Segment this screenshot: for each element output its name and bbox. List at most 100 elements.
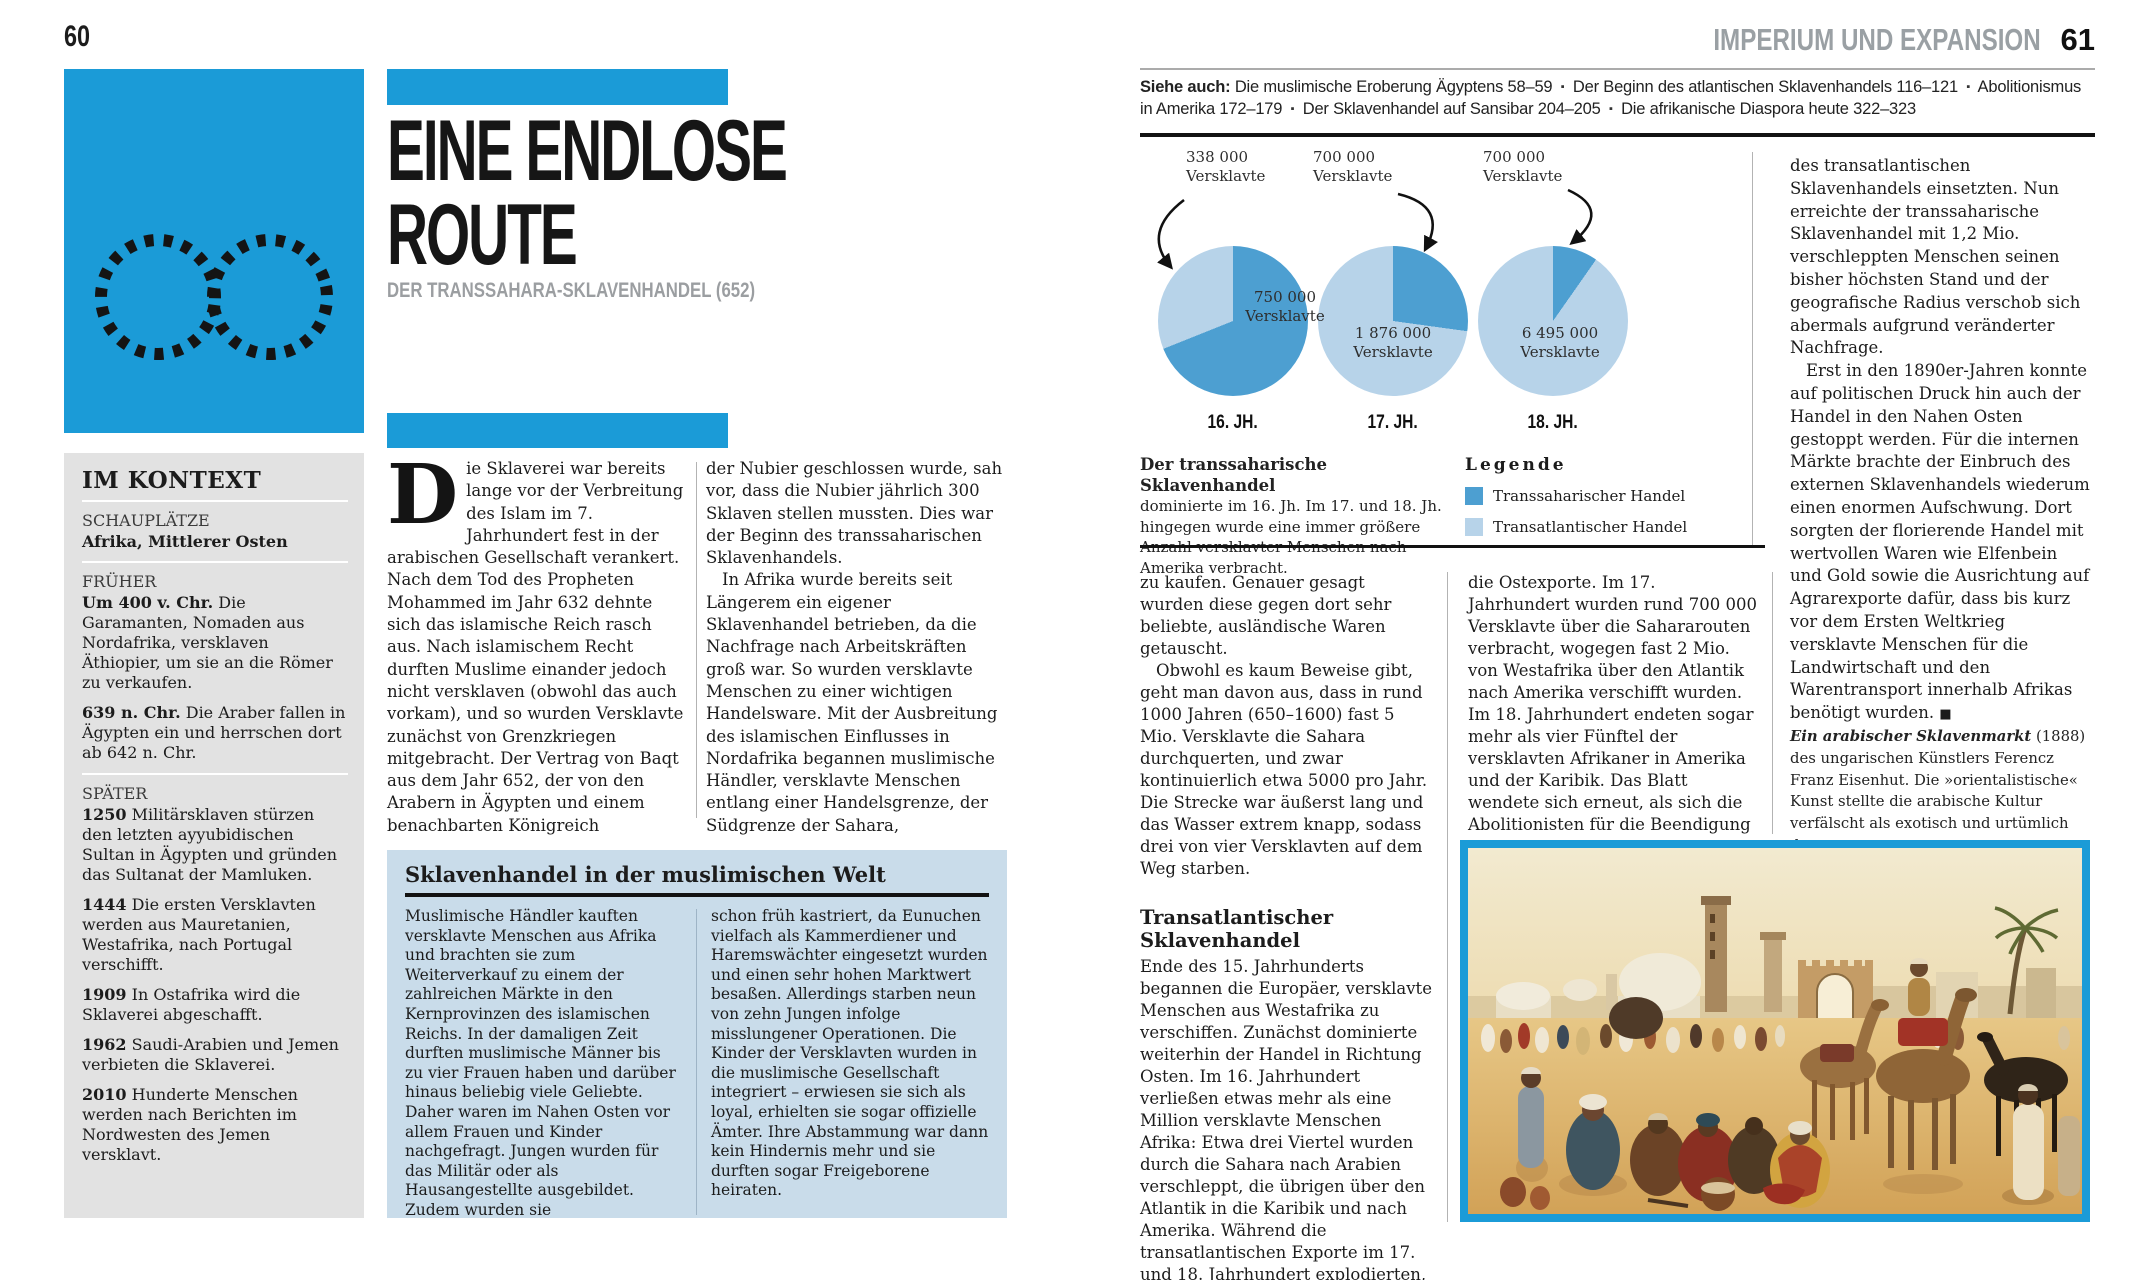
chart-legend: Legende Transsaharischer Handel Transatl… bbox=[1465, 455, 1715, 549]
context-sidebar: IM KONTEXT SCHAUPLÄTZE Afrika, Mittlerer… bbox=[64, 453, 364, 1218]
body-text: der Nubier geschlossen wurde, sah vor, d… bbox=[706, 459, 1003, 568]
info-box: Sklavenhandel in der muslimischen Welt M… bbox=[387, 850, 1007, 1219]
body-text: Erst in den 1890er-Jahren konnte auf pol… bbox=[1790, 361, 2090, 723]
see-also-block: Siehe auch: Die muslimische Eroberung Äg… bbox=[1140, 76, 2095, 120]
info-box-title: Sklavenhandel in der muslimischen Welt bbox=[405, 862, 886, 887]
timeline-entry: Um 400 v. Chr. Die Garamanten, Nomaden a… bbox=[82, 593, 348, 693]
callout-unit: Versklavte bbox=[1483, 167, 1563, 185]
pie-inner-unit: Versklavte bbox=[1245, 307, 1325, 325]
painting-illustration bbox=[1468, 848, 2082, 1214]
drop-cap: D bbox=[387, 447, 459, 543]
pie-century-label: 16. JH. bbox=[1158, 412, 1308, 434]
see-also-item: Die muslimische Eroberung Ägyptens 58–59 bbox=[1234, 78, 1553, 96]
title-line-1: EINE ENDLOSE bbox=[387, 103, 788, 199]
image-caption: Ein arabischer Sklavenmarkt (1888) des u… bbox=[1790, 726, 2092, 857]
pie-chart-18jh bbox=[1478, 246, 1628, 396]
pie-chart-17jh bbox=[1318, 246, 1468, 396]
callout-label: 338 000 Versklavte bbox=[1186, 148, 1265, 186]
legend-swatch-light bbox=[1465, 518, 1483, 536]
right-column-1: zu kaufen. Genauer gesagt wurden diese g… bbox=[1140, 572, 1432, 1280]
context-label-spaeter: SPÄTER bbox=[82, 784, 148, 803]
article-subtitle: DER TRANSSAHARA-SKLAVENHANDEL (652) bbox=[387, 279, 755, 303]
century-text: 18. JH. bbox=[1527, 412, 1579, 433]
timeline-entry-text: Saudi-Arabien und Jemen verbieten die Sk… bbox=[82, 1035, 339, 1074]
see-also-item: Die afrikanische Diaspora heute 322–323 bbox=[1621, 100, 1916, 118]
timeline-entry: 1909 In Ostafrika wird die Sklaverei abg… bbox=[82, 985, 348, 1025]
body-text: Ende des 15. Jahrhunderts begannen die E… bbox=[1140, 957, 1432, 1280]
page-number-left: 60 bbox=[64, 20, 97, 54]
column-divider bbox=[1447, 572, 1448, 1222]
painting-arab-slave-market bbox=[1460, 840, 2090, 1222]
pie-inner-value: 750 000 bbox=[1253, 288, 1317, 306]
pie-chart-panel: 338 000 Versklavte 700 000 Versklavte 70… bbox=[1140, 140, 1765, 577]
context-label-frueher: FRÜHER bbox=[82, 572, 157, 591]
separator-icon: ▪ bbox=[1966, 81, 1971, 93]
image-caption-title: Ein arabischer Sklavenmarkt bbox=[1790, 728, 2032, 745]
right-column-2: die Ostexporte. Im 17. Jahrhundert wurde… bbox=[1468, 572, 1760, 836]
column-divider bbox=[696, 462, 697, 818]
legend-entry: Transsaharischer Handel bbox=[1465, 487, 1715, 505]
chart-caption: Der transsaharische Sklavenhandel domini… bbox=[1140, 455, 1460, 578]
legend-label: Transsaharischer Handel bbox=[1493, 487, 1686, 505]
timeline-entry-text: Militärsklaven stürzen den letzten ayyub… bbox=[82, 805, 338, 884]
timeline-entry-text: Die Garamanten, Nomaden aus Nordafrika, … bbox=[82, 593, 333, 692]
body-text: In Afrika wurde bereits seit Längerem ei… bbox=[706, 570, 998, 835]
pie-inner-label: 750 000 Versklavte bbox=[1230, 288, 1340, 326]
chart-caption-title: Der transsaharische Sklavenhandel bbox=[1140, 455, 1327, 495]
chapter-art-panel bbox=[64, 69, 364, 433]
timeline-entry-year: 639 n. Chr. bbox=[82, 703, 181, 722]
callout-value: 700 000 bbox=[1483, 148, 1546, 166]
timeline-entry-year: 2010 bbox=[82, 1085, 127, 1104]
title-bar-top bbox=[387, 69, 728, 105]
section-header: IMPERIUM UND EXPANSION bbox=[1621, 22, 2040, 58]
body-column-1: D ie Sklaverei war bereits lange vor der… bbox=[387, 447, 685, 837]
timeline-entry-text: Hunderte Menschen werden nach Berichten … bbox=[82, 1085, 298, 1164]
context-label-schauplaetze: SCHAUPLÄTZE bbox=[82, 511, 210, 530]
callout-label: 700 000 Versklavte bbox=[1483, 148, 1562, 186]
legend-label: Transatlantischer Handel bbox=[1493, 518, 1688, 536]
pie-chart-16jh bbox=[1158, 246, 1308, 396]
title-line-2: ROUTE bbox=[387, 187, 578, 283]
timeline-entry-year: 1250 bbox=[82, 805, 127, 824]
timeline-entry: 1444 Die ersten Versklavten werden aus M… bbox=[82, 895, 348, 975]
title-bar-bottom bbox=[387, 413, 728, 448]
pie-inner-value: 1 876 000 bbox=[1354, 324, 1432, 342]
century-text: 16. JH. bbox=[1207, 412, 1259, 433]
separator-icon: ▪ bbox=[1560, 81, 1565, 93]
timeline-entry: 639 n. Chr. Die Araber fallen in Ägypten… bbox=[82, 703, 348, 763]
body-text: Obwohl es kaum Beweise gibt, geht man da… bbox=[1140, 661, 1428, 878]
pie-inner-label: 1 876 000 Versklavte bbox=[1338, 324, 1448, 362]
legend-entry: Transatlantischer Handel bbox=[1465, 518, 1715, 536]
callout-value: 700 000 bbox=[1313, 148, 1376, 166]
callout-value: 338 000 bbox=[1186, 148, 1249, 166]
divider bbox=[82, 561, 348, 563]
pie-inner-unit: Versklavte bbox=[1353, 343, 1433, 361]
article-subtitle-text: DER TRANSSAHARA-SKLAVENHANDEL (652) bbox=[387, 279, 756, 302]
timeline-entry-year: 1962 bbox=[82, 1035, 127, 1054]
century-text: 17. JH. bbox=[1367, 412, 1419, 433]
timeline-entry-text: Die Araber fallen in Ägypten ein und her… bbox=[82, 703, 346, 762]
context-value-schauplaetze: Afrika, Mittlerer Osten bbox=[82, 532, 288, 551]
image-caption-year: (1888) bbox=[2031, 728, 2086, 745]
separator-icon: ▪ bbox=[1609, 103, 1613, 115]
body-text: ie Sklaverei war bereits lange vor der V… bbox=[387, 459, 684, 835]
divider bbox=[82, 500, 348, 502]
callout-unit: Versklavte bbox=[1186, 167, 1266, 185]
page-number-left-text: 60 bbox=[64, 20, 91, 53]
callout-label: 700 000 Versklavte bbox=[1313, 148, 1392, 186]
legend-swatch-dark bbox=[1465, 487, 1483, 505]
timeline-entry-text: In Ostafrika wird die Sklaverei abgescha… bbox=[82, 985, 301, 1024]
info-box-column-2: schon früh kastriert, da Eunuchen vielfa… bbox=[710, 907, 989, 1200]
right-column-3: des transatlantischen Sklavenhandels ein… bbox=[1790, 155, 2090, 727]
see-also-item: Der Beginn des atlantischen Sklavenhande… bbox=[1572, 78, 1958, 96]
context-title: IM KONTEXT bbox=[82, 467, 262, 494]
pie-inner-label: 6 495 000 Versklavte bbox=[1505, 324, 1615, 362]
running-header: IMPERIUM UND EXPANSION 61 bbox=[1140, 22, 2095, 58]
column-divider bbox=[696, 909, 697, 1215]
timeline-entry: 1250 Militärsklaven stürzen den letzten … bbox=[82, 805, 348, 885]
info-box-column-1: Muslimische Händler kauften versklavte M… bbox=[405, 907, 676, 1219]
body-text: die Ostexporte. Im 17. Jahrhundert wurde… bbox=[1468, 573, 1757, 834]
callout-unit: Versklavte bbox=[1313, 167, 1393, 185]
divider bbox=[82, 773, 348, 775]
